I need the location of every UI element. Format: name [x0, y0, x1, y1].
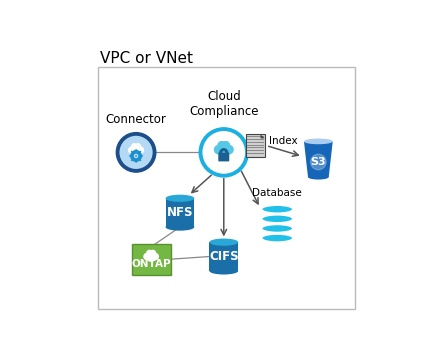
Ellipse shape: [135, 149, 137, 151]
Circle shape: [221, 141, 230, 150]
FancyBboxPatch shape: [246, 134, 265, 157]
Text: Cloud
Compliance: Cloud Compliance: [189, 90, 259, 118]
Circle shape: [218, 147, 227, 156]
Text: CIFS: CIFS: [209, 250, 239, 263]
Circle shape: [132, 148, 139, 156]
Ellipse shape: [139, 159, 141, 161]
Ellipse shape: [129, 155, 131, 157]
Circle shape: [146, 251, 156, 261]
Ellipse shape: [308, 174, 329, 179]
FancyBboxPatch shape: [218, 153, 229, 161]
Polygon shape: [304, 141, 333, 177]
Ellipse shape: [166, 195, 194, 202]
Circle shape: [134, 154, 138, 158]
Circle shape: [131, 143, 138, 150]
Ellipse shape: [262, 234, 293, 242]
Ellipse shape: [210, 267, 238, 274]
FancyBboxPatch shape: [166, 198, 194, 227]
Text: ONTAP: ONTAP: [131, 259, 171, 269]
Circle shape: [149, 255, 156, 262]
Ellipse shape: [262, 215, 293, 223]
Circle shape: [131, 144, 141, 155]
Text: Connector: Connector: [106, 113, 167, 126]
Circle shape: [152, 253, 159, 260]
Ellipse shape: [141, 155, 143, 157]
Circle shape: [214, 145, 224, 155]
Ellipse shape: [262, 224, 293, 232]
Text: NFS: NFS: [167, 206, 193, 219]
Text: Database: Database: [252, 188, 302, 198]
Polygon shape: [260, 134, 265, 138]
Ellipse shape: [139, 151, 141, 153]
Ellipse shape: [304, 138, 333, 144]
Ellipse shape: [131, 151, 133, 153]
Ellipse shape: [210, 239, 238, 246]
Circle shape: [201, 129, 247, 176]
Text: Index: Index: [269, 136, 297, 146]
Circle shape: [217, 142, 230, 155]
Circle shape: [143, 253, 151, 260]
Circle shape: [224, 145, 234, 155]
FancyBboxPatch shape: [98, 67, 355, 309]
Circle shape: [119, 136, 152, 169]
Circle shape: [128, 146, 136, 154]
Circle shape: [149, 250, 156, 257]
Ellipse shape: [262, 205, 293, 213]
Circle shape: [217, 141, 226, 150]
FancyBboxPatch shape: [210, 242, 238, 271]
Circle shape: [133, 148, 141, 156]
Ellipse shape: [166, 224, 194, 231]
Circle shape: [134, 143, 141, 150]
Circle shape: [136, 146, 144, 154]
Ellipse shape: [135, 161, 137, 163]
Circle shape: [116, 133, 156, 172]
Circle shape: [130, 150, 142, 162]
Circle shape: [147, 255, 154, 262]
Text: VPC or VNet: VPC or VNet: [100, 51, 194, 66]
Circle shape: [221, 147, 229, 156]
FancyBboxPatch shape: [132, 244, 171, 275]
Text: S3: S3: [311, 157, 326, 167]
Ellipse shape: [131, 159, 133, 161]
Circle shape: [146, 250, 153, 257]
Circle shape: [135, 155, 137, 157]
Circle shape: [311, 154, 326, 170]
